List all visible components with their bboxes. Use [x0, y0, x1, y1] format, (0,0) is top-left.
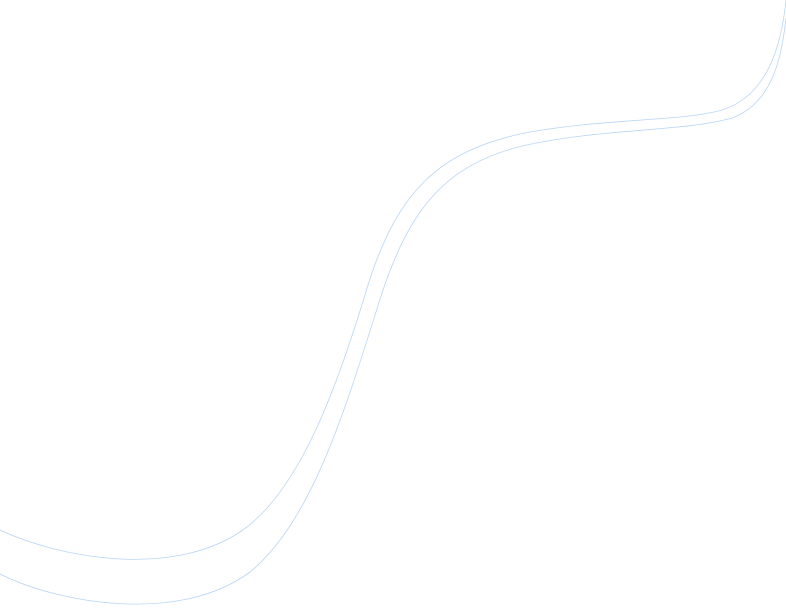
- decorative-curve: [0, 0, 786, 560]
- decorative-curve: [0, 17, 786, 605]
